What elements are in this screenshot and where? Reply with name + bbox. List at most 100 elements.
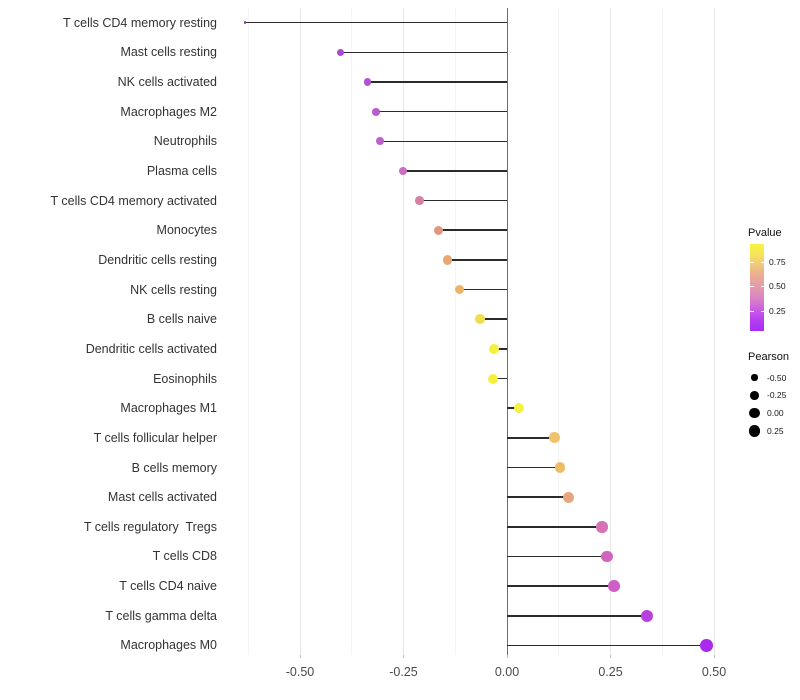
gridline-major [713,8,715,655]
lollipop-dot [336,48,345,56]
y-axis-label: Plasma cells [146,163,217,178]
y-axis-label: T cells CD4 memory activated [50,193,218,208]
y-axis-label: B cells memory [131,460,217,475]
x-axis-tick [610,655,611,658]
lollipop-dot [371,107,380,116]
lollipop-stem [507,555,608,558]
lollipop-stem [507,466,560,469]
y-axis-label: NK cells resting [130,282,217,297]
lollipop-stem [507,526,602,528]
y-axis-label: B cells naive [146,312,217,327]
y-axis-label: T cells CD8 [152,549,217,564]
pearson-size-key-dot [748,425,761,437]
colorbar-tick [750,286,754,288]
lollipop-dot [554,462,566,473]
pearson-size-key-dot [751,374,758,381]
x-axis-tick [299,655,301,658]
pearson-size-key-dot [750,391,759,400]
colorbar-tick [760,261,764,263]
pearson-size-key-label: -0.25 [767,390,787,401]
lollipop-dot [488,343,499,354]
lollipop-stem [419,199,507,202]
lollipop-stem [379,140,507,143]
x-axis-tick [403,655,404,658]
lollipop-stem [403,170,507,172]
gridline-minor [661,8,663,655]
gridline-minor [454,8,456,655]
lollipop-dot [608,580,621,592]
gridline-major [403,8,404,655]
pvalue-legend-title: Pvalue [748,227,782,239]
lollipop-dot [563,491,575,503]
gridline-minor [247,8,249,655]
colorbar-tick-label: 0.75 [769,256,786,267]
lollipop-dot [414,196,424,206]
pearson-size-key-label: -0.50 [767,372,787,383]
lollipop-dot [443,255,453,265]
y-axis-label: NK cells activated [117,75,217,89]
pearson-size-key-dot [749,408,760,419]
zero-baseline [506,8,508,655]
lollipop-stem [459,288,507,291]
lollipop-stem [507,585,615,587]
gridline-minor [351,8,353,655]
colorbar-tick [750,310,754,312]
lollipop-stem [367,81,507,83]
pearson-legend-title: Pearson [748,351,789,363]
lollipop-dot [700,639,713,652]
lollipop-stem [375,110,507,113]
lollipop-stem [507,496,569,498]
y-axis-label: Macrophages M2 [120,104,217,119]
lollipop-stem [244,21,507,24]
y-axis-label: Mast cells activated [107,490,217,505]
lollipop-dot [487,373,498,384]
x-axis-tick-label: 0.00 [494,665,520,679]
y-axis-label: Dendritic cells activated [85,341,217,356]
y-axis-label: T cells follicular helper [93,430,217,445]
y-axis-label: Macrophages M1 [120,401,217,416]
x-axis-tick [713,655,715,658]
x-axis-tick-label: -0.50 [285,665,315,679]
y-axis-label: T cells CD4 memory resting [63,15,217,30]
lollipop-stem [507,615,647,617]
lollipop-dot [243,21,247,25]
lollipop-dot [596,521,608,533]
y-axis-label: Dendritic cells resting [98,252,217,267]
y-axis-label: Eosinophils [153,371,217,386]
lollipop-stem [492,377,507,380]
y-axis-label: Mast cells resting [120,45,217,60]
gridline-major [299,8,301,655]
lollipop-dot [433,225,443,235]
lollipop-dot [601,550,613,563]
lollipop-dot [475,314,485,325]
pearson-size-key-label: 0.25 [767,426,784,437]
colorbar-tick [760,310,764,312]
y-axis-label: T cells CD4 naive [119,579,217,594]
x-axis-tick-label: -0.25 [389,665,418,679]
pearson-size-key-label: 0.00 [767,408,784,419]
colorbar-tick [760,286,764,288]
lollipop-dot [513,403,525,414]
lollipop-stem [507,437,555,439]
x-axis-tick-label: 0.50 [701,665,727,679]
y-axis-label: T cells gamma delta [105,608,217,623]
lollipop-dot [548,432,560,444]
lollipop-dot [640,609,653,622]
y-axis-label: Neutrophils [153,134,217,149]
y-axis-label: Macrophages M0 [120,638,217,653]
colorbar-tick [750,261,754,263]
colorbar-tick-label: 0.25 [769,305,786,316]
colorbar-tick-label: 0.50 [769,281,786,292]
lollipop-stem [340,51,507,54]
lollipop-dot [363,78,372,86]
lollipop-stem [507,407,519,409]
pvalue-colorbar [750,244,764,331]
lollipop-dot [375,137,384,146]
x-axis-tick [506,655,508,658]
gridline-major [610,8,611,655]
lollipop-dot [398,166,408,176]
lollipop-stem [480,318,507,321]
y-axis-label: Monocytes [156,223,217,238]
x-axis-tick-label: 0.25 [598,665,623,679]
